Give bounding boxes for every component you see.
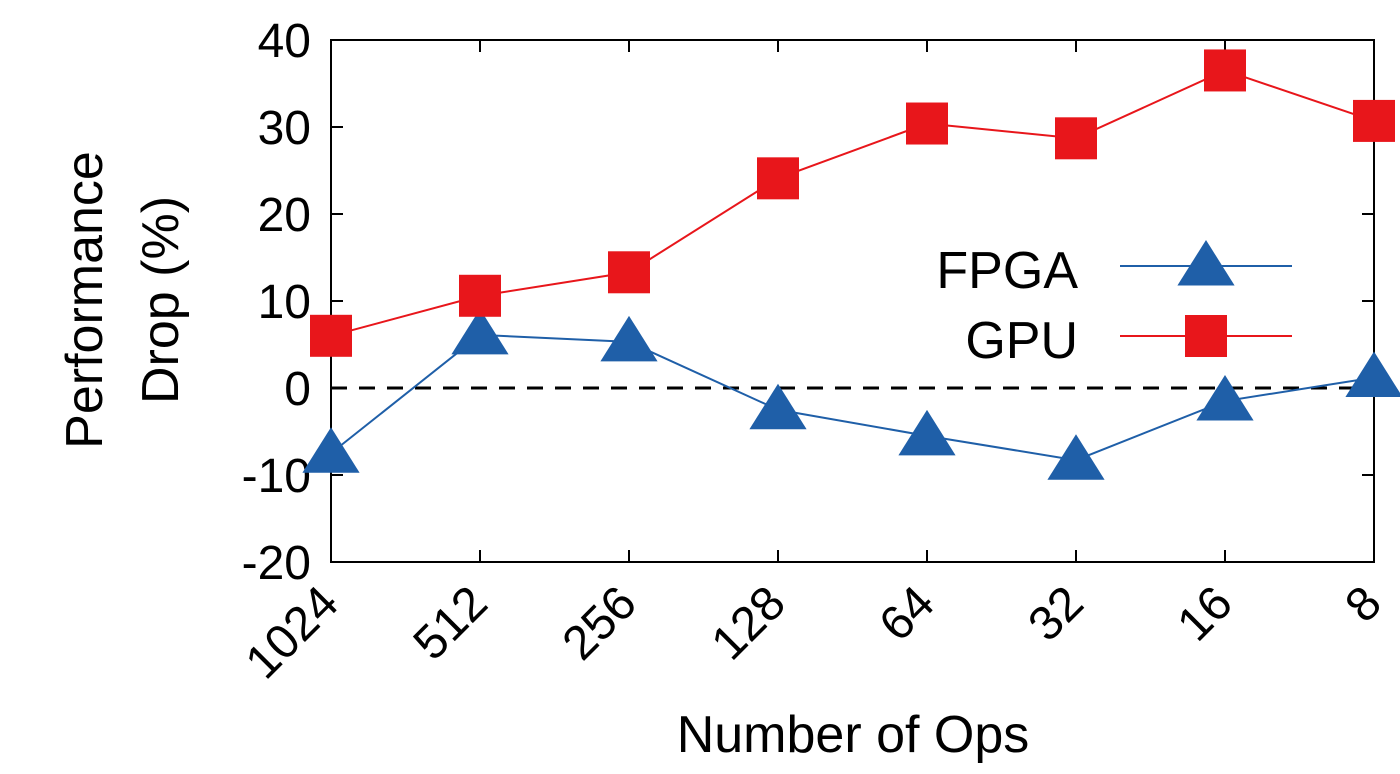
x-tick-label: 8 xyxy=(1335,576,1391,632)
y-tick-label: 0 xyxy=(284,363,311,416)
data-point-fpga xyxy=(1345,351,1400,398)
y-tick-label: 10 xyxy=(258,276,311,329)
x-tick-label: 128 xyxy=(702,576,796,670)
legend-label-gpu: GPU xyxy=(965,312,1078,370)
x-tick-label: 256 xyxy=(553,576,647,670)
series-line-gpu xyxy=(330,69,1375,337)
data-point-gpu xyxy=(1204,49,1246,92)
legend-marker-fpga xyxy=(1177,240,1235,286)
data-point-fpga xyxy=(302,427,360,473)
data-point-fpga xyxy=(898,409,956,456)
data-point-gpu xyxy=(1055,117,1097,160)
y-tick-label: 20 xyxy=(258,189,311,242)
data-point-gpu xyxy=(459,274,501,317)
x-tick-label: 16 xyxy=(1168,576,1243,651)
legend: FPGA GPU xyxy=(936,240,1292,370)
y-tick-label: 30 xyxy=(258,102,311,155)
data-point-gpu xyxy=(310,314,352,357)
legend-marker-gpu xyxy=(1185,315,1227,357)
data-point-gpu xyxy=(1353,99,1395,142)
x-tick-label: 64 xyxy=(870,576,945,651)
x-tick-label: 1024 xyxy=(236,576,349,689)
data-point-fpga xyxy=(600,315,658,362)
y-tick-label: -20 xyxy=(242,537,311,590)
x-axis-title: Number of Ops xyxy=(677,706,1030,764)
data-point-fpga xyxy=(1196,375,1254,421)
x-tick-label: 512 xyxy=(404,576,498,670)
series-line-fpga xyxy=(330,333,1375,462)
legend-label-fpga: FPGA xyxy=(936,242,1078,300)
data-point-fpga xyxy=(749,383,807,430)
y-axis-title-line-2: Drop (%) xyxy=(132,196,190,404)
data-point-fpga xyxy=(451,308,509,355)
x-tick-label: 32 xyxy=(1019,576,1094,651)
data-point-gpu xyxy=(608,251,650,294)
data-point-gpu xyxy=(757,157,799,200)
data-point-fpga xyxy=(1047,434,1105,480)
y-axis-title: Performance Drop (%) xyxy=(56,151,190,449)
data-point-gpu xyxy=(906,102,948,145)
y-axis-title-line-1: Performance xyxy=(56,151,114,449)
series-layer xyxy=(302,49,1400,480)
y-tick-label: -10 xyxy=(242,450,311,503)
y-tick-label: 40 xyxy=(258,15,311,68)
